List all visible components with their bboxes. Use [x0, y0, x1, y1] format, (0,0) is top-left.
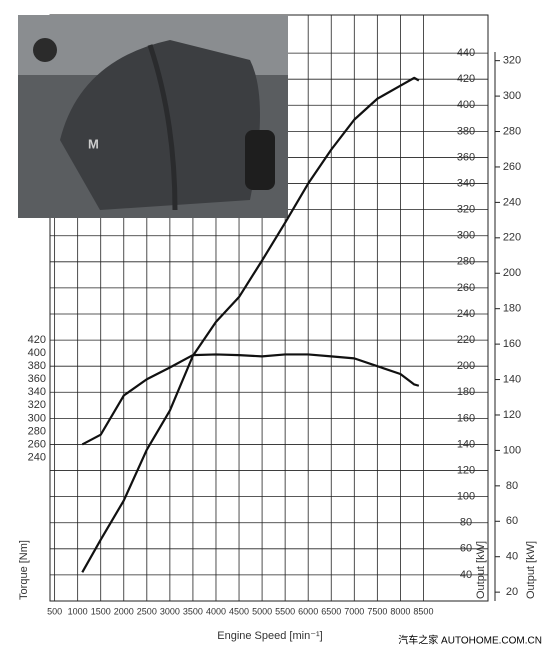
y-tick-label: 340 [28, 386, 46, 398]
y-tick-label: 380 [28, 360, 46, 372]
y2-tick-label: 240 [457, 308, 475, 320]
y2-tick-label: 40 [460, 569, 472, 581]
y3-tick-label: 20 [506, 586, 518, 598]
y3-tick-label: 300 [503, 90, 521, 102]
y2-tick-label: 100 [457, 491, 475, 503]
y3-axis-label: Output [kW] [525, 541, 537, 599]
watermark: 汽车之家 AUTOHOME.COM.CN [398, 634, 542, 647]
y-tick-label: 280 [28, 425, 46, 437]
y2-axis-label: Output [kW] [475, 541, 487, 599]
y3-tick-label: 40 [506, 551, 518, 563]
y2-tick-label: 80 [460, 517, 472, 529]
x-tick-label: 2000 [114, 606, 134, 616]
y3-tick-label: 80 [506, 480, 518, 492]
x-tick-label: 6500 [321, 606, 341, 616]
x-tick-label: 3500 [183, 606, 203, 616]
y3-tick-label: 100 [503, 444, 521, 456]
y-tick-label: 260 [28, 438, 46, 450]
y3-tick-label: 240 [503, 196, 521, 208]
y3-tick-label: 60 [506, 515, 518, 527]
x-tick-label: 4500 [229, 606, 249, 616]
x-tick-label: 8500 [413, 606, 433, 616]
photo-logo: M [88, 136, 99, 151]
y2-tick-label: 200 [457, 360, 475, 372]
y2-tick-label: 260 [457, 282, 475, 294]
y3-tick-label: 260 [503, 161, 521, 173]
y2-tick-label: 140 [457, 438, 475, 450]
x-tick-label: 1000 [68, 606, 88, 616]
y2-tick-label: 380 [457, 125, 475, 137]
x-tick-label: 2500 [137, 606, 157, 616]
x-tick-label: 1500 [91, 606, 111, 616]
y-tick-label: 360 [28, 373, 46, 385]
y2-tick-label: 160 [457, 412, 475, 424]
y-tick-label: 420 [28, 334, 46, 346]
y2-tick-label: 280 [457, 256, 475, 268]
engine-photo: M [18, 15, 288, 218]
y-axis-label: Torque [Nm] [18, 540, 30, 600]
x-tick-label: 7500 [367, 606, 387, 616]
x-axis-label: Engine Speed [min⁻¹] [217, 630, 322, 642]
series-line [81, 76, 420, 573]
x-tick-label: 5500 [275, 606, 295, 616]
y3-tick-label: 140 [503, 373, 521, 385]
x-tick-label: 500 [47, 606, 62, 616]
y-tick-label: 400 [28, 347, 46, 359]
series-line [81, 353, 420, 446]
y2-tick-label: 420 [457, 73, 475, 85]
x-tick-label: 7000 [344, 606, 364, 616]
y3-tick-label: 120 [503, 409, 521, 421]
y-tick-label: 320 [28, 399, 46, 411]
x-tick-label: 3000 [160, 606, 180, 616]
y2-tick-label: 120 [457, 464, 475, 476]
y3-tick-label: 180 [503, 303, 521, 315]
y2-tick-label: 220 [457, 334, 475, 346]
y3-tick-label: 280 [503, 125, 521, 137]
y3-tick-label: 320 [503, 55, 521, 67]
y2-tick-label: 440 [457, 47, 475, 59]
y2-tick-label: 60 [460, 543, 472, 555]
x-tick-label: 8000 [390, 606, 410, 616]
y2-tick-label: 180 [457, 386, 475, 398]
y2-tick-label: 300 [457, 230, 475, 242]
y3-tick-label: 200 [503, 267, 521, 279]
y2-tick-label: 360 [457, 151, 475, 163]
y2-tick-label: 400 [457, 99, 475, 111]
x-tick-label: 5000 [252, 606, 272, 616]
y3-tick-label: 160 [503, 338, 521, 350]
y2-tick-label: 320 [457, 204, 475, 216]
x-tick-label: 4000 [206, 606, 226, 616]
y3-tick-label: 220 [503, 232, 521, 244]
y-tick-label: 240 [28, 451, 46, 463]
x-tick-label: 6000 [298, 606, 318, 616]
y-tick-label: 300 [28, 412, 46, 424]
y2-tick-label: 340 [457, 177, 475, 189]
